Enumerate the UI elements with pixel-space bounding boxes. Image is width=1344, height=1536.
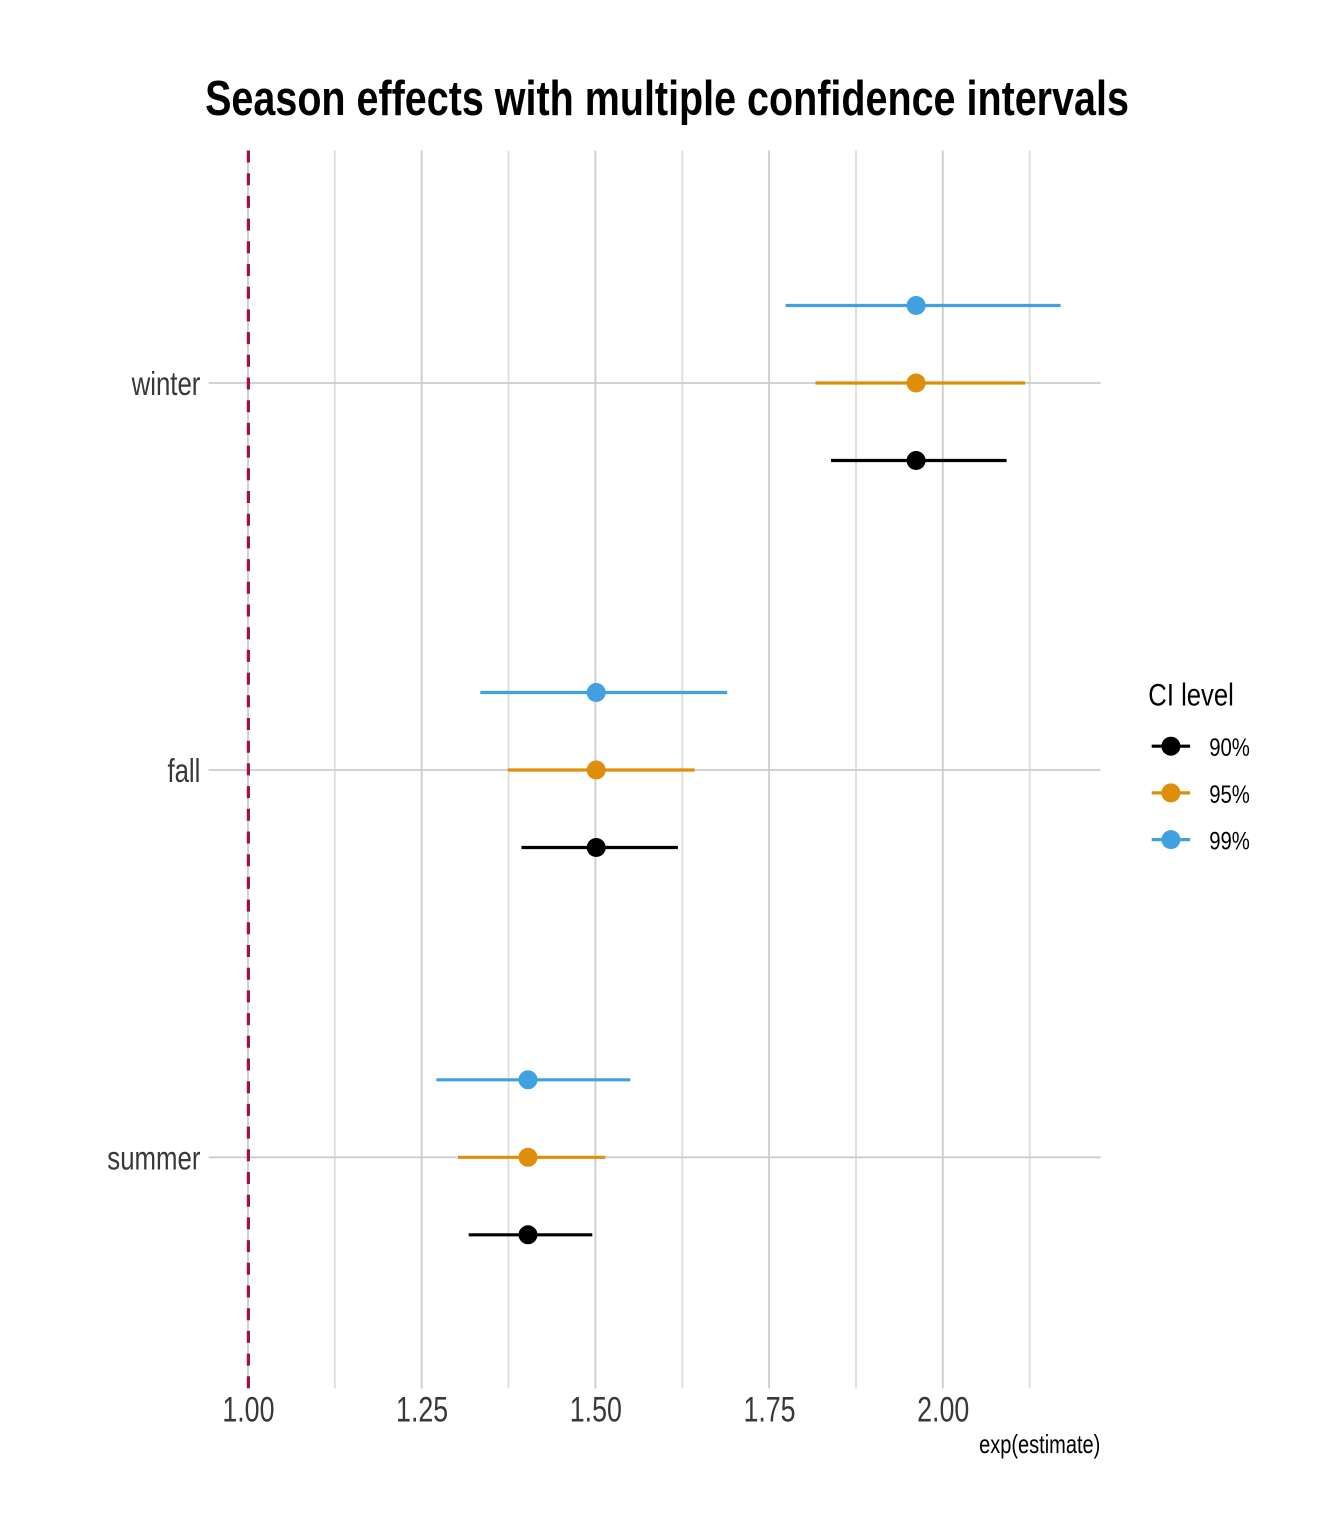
svg-text:Season effects with multiple c: Season effects with multiple confidence … — [205, 72, 1129, 126]
svg-text:1.50: 1.50 — [570, 1390, 622, 1429]
svg-text:1.75: 1.75 — [743, 1390, 795, 1429]
svg-text:winter: winter — [131, 366, 201, 403]
svg-text:1.25: 1.25 — [396, 1390, 448, 1429]
svg-text:summer: summer — [107, 1140, 200, 1177]
svg-text:95%: 95% — [1209, 780, 1250, 809]
svg-text:fall: fall — [167, 753, 200, 790]
svg-text:exp(estimate): exp(estimate) — [979, 1429, 1100, 1458]
svg-text:2.00: 2.00 — [917, 1390, 969, 1429]
svg-text:CI level: CI level — [1148, 678, 1234, 713]
svg-text:1.00: 1.00 — [222, 1390, 274, 1429]
svg-text:99%: 99% — [1209, 826, 1250, 855]
svg-text:90%: 90% — [1209, 733, 1250, 762]
